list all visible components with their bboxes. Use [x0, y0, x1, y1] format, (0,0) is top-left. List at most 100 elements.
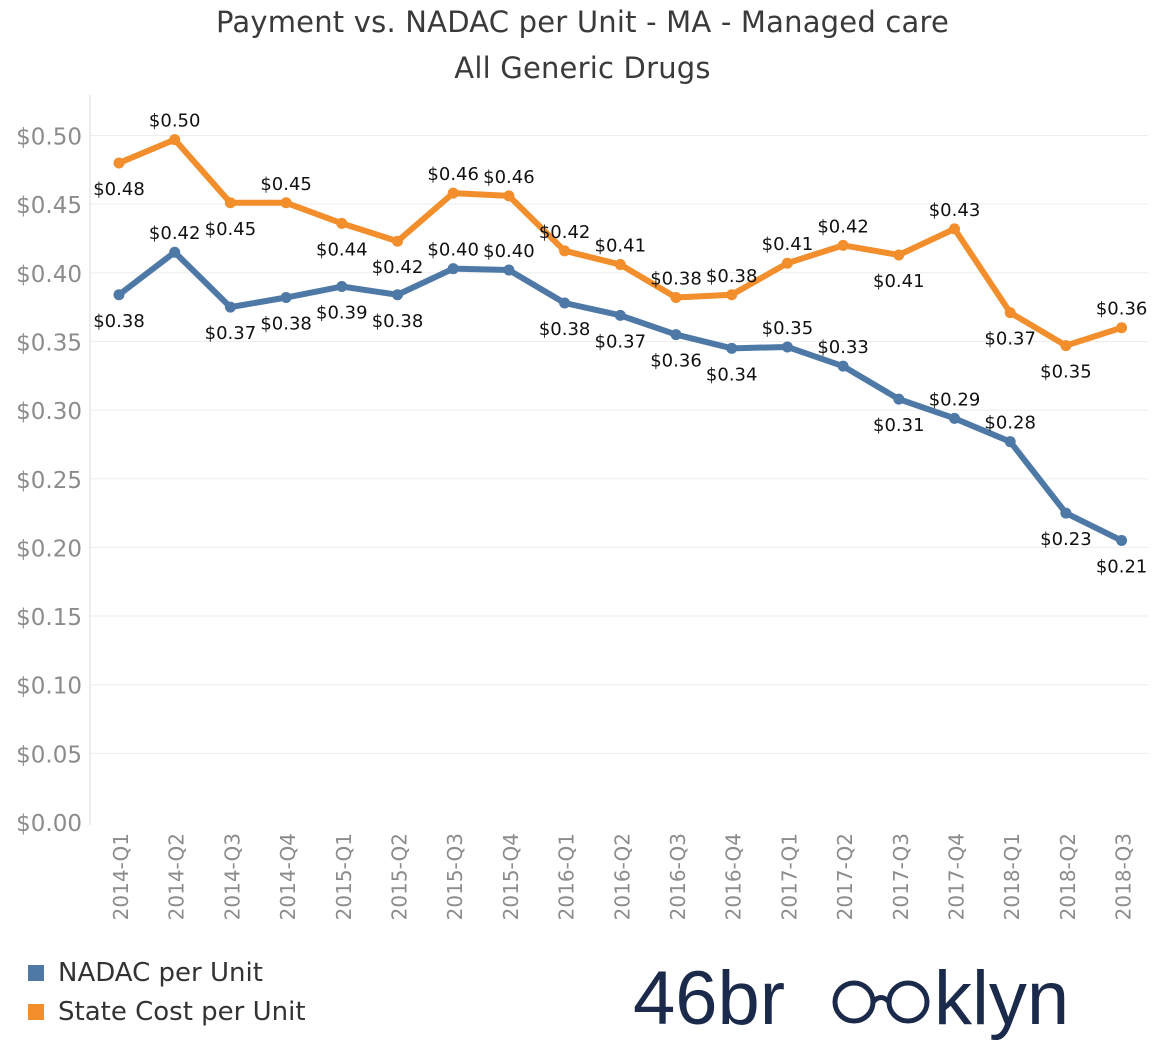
x-tick-label: 2016-Q4 [722, 833, 746, 920]
y-tick-label: $0.35 [16, 330, 82, 356]
data-point-nadac[interactable] [1004, 436, 1016, 448]
x-tick-label: 2015-Q1 [332, 833, 356, 920]
data-point-state-cost[interactable] [392, 235, 403, 247]
legend-label-nadac: NADAC per Unit [58, 957, 263, 988]
svg-text:46br: 46br [633, 960, 785, 1041]
data-label-nadac: $0.37 [205, 323, 257, 344]
data-point-nadac[interactable] [1060, 507, 1072, 519]
data-point-nadac[interactable] [1116, 535, 1128, 547]
data-label-state-cost: $0.48 [93, 179, 145, 200]
legend-item-state-cost[interactable]: State Cost per Unit [28, 992, 306, 1031]
gridlines [90, 135, 1148, 754]
data-point-state-cost[interactable] [336, 217, 348, 229]
x-tick-label: 2015-Q2 [388, 833, 412, 920]
x-tick-label: 2017-Q4 [945, 833, 969, 920]
data-label-nadac: $0.36 [650, 351, 702, 372]
x-tick-label: 2015-Q3 [443, 833, 467, 920]
data-label-nadac: $0.38 [93, 311, 145, 332]
x-tick-label: 2014-Q1 [109, 833, 133, 920]
data-label-state-cost: $0.42 [372, 257, 424, 278]
data-point-nadac[interactable] [447, 263, 459, 275]
data-point-state-cost[interactable] [949, 223, 960, 235]
data-label-state-cost: $0.46 [483, 167, 535, 188]
data-label-state-cost: $0.43 [929, 200, 981, 221]
data-point-state-cost[interactable] [224, 197, 236, 209]
x-tick-label: 2018-Q1 [1000, 833, 1024, 920]
y-tick-label: $0.30 [16, 399, 82, 425]
data-point-nadac[interactable] [726, 342, 738, 354]
data-label-state-cost: $0.42 [539, 222, 591, 243]
data-label-nadac: $0.38 [539, 319, 591, 340]
x-tick-label: 2014-Q2 [165, 833, 189, 920]
data-label-nadac: $0.42 [149, 223, 201, 244]
data-label-state-cost: $0.44 [316, 239, 368, 260]
data-point-nadac[interactable] [280, 292, 292, 304]
data-point-state-cost[interactable] [169, 134, 181, 146]
data-point-nadac[interactable] [670, 329, 682, 341]
data-point-state-cost[interactable] [614, 259, 626, 271]
data-point-nadac[interactable] [503, 264, 515, 276]
data-label-nadac: $0.38 [372, 311, 424, 332]
data-point-nadac[interactable] [837, 360, 849, 372]
y-tick-label: $0.25 [16, 468, 82, 494]
x-tick-label: 2014-Q3 [220, 833, 244, 920]
x-axis: 2014-Q1 2014-Q2 2014-Q3 2014-Q4 2015-Q1 2015-… [109, 833, 1136, 920]
data-point-nadac[interactable] [949, 412, 960, 424]
data-point-nadac[interactable] [169, 246, 181, 258]
data-point-nadac[interactable] [781, 341, 793, 353]
y-tick-label: $0.10 [16, 674, 82, 700]
data-label-nadac: $0.40 [427, 240, 479, 261]
data-label-state-cost: $0.46 [427, 164, 479, 185]
chart-subtitle: All Generic Drugs [454, 51, 711, 85]
data-point-state-cost[interactable] [1004, 307, 1016, 319]
data-point-nadac[interactable] [559, 297, 571, 309]
data-point-state-cost[interactable] [1116, 322, 1128, 334]
chart-title: Payment vs. NADAC per Unit - MA - Manage… [216, 5, 949, 39]
y-tick-label: $0.50 [16, 125, 82, 151]
data-point-state-cost[interactable] [280, 197, 292, 209]
legend-label-state-cost: State Cost per Unit [58, 996, 306, 1027]
data-point-state-cost[interactable] [447, 187, 459, 199]
data-point-state-cost[interactable] [1060, 340, 1072, 352]
x-tick-label: 2017-Q2 [833, 833, 857, 920]
data-labels: $0.48$0.50$0.45$0.45$0.44$0.42$0.46 $0.46… [93, 111, 1147, 578]
x-tick-label: 2018-Q3 [1112, 833, 1136, 920]
x-tick-label: 2018-Q2 [1056, 833, 1080, 920]
data-point-state-cost[interactable] [837, 239, 849, 251]
legend-item-nadac[interactable]: NADAC per Unit [28, 953, 306, 992]
data-point-state-cost[interactable] [503, 190, 515, 202]
data-label-state-cost: $0.42 [817, 216, 869, 237]
data-point-state-cost[interactable] [559, 245, 571, 257]
data-point-nadac[interactable] [113, 289, 125, 301]
data-label-nadac: $0.29 [929, 389, 981, 410]
data-label-nadac: $0.37 [595, 331, 647, 352]
y-tick-label: $0.05 [16, 742, 82, 768]
data-point-nadac[interactable] [614, 309, 626, 321]
data-label-state-cost: $0.45 [205, 219, 257, 240]
data-point-state-cost[interactable] [726, 289, 738, 301]
data-point-state-cost[interactable] [781, 257, 793, 269]
x-tick-label: 2016-Q3 [666, 833, 690, 920]
data-point-nadac[interactable] [336, 281, 348, 293]
data-label-state-cost: $0.41 [873, 271, 925, 292]
data-label-nadac: $0.23 [1040, 529, 1092, 550]
x-tick-label: 2016-Q2 [610, 833, 634, 920]
data-point-nadac[interactable] [224, 301, 236, 313]
x-tick-label: 2017-Q3 [889, 833, 913, 920]
data-point-nadac[interactable] [893, 393, 905, 405]
data-point-nadac[interactable] [392, 289, 403, 301]
line-chart: $0.00 $0.05 $0.10 $0.15 $0.20 $0.25 $0.30 $0.35… [16, 95, 1148, 920]
data-label-state-cost: $0.36 [1096, 299, 1148, 320]
legend: NADAC per Unit State Cost per Unit [28, 953, 306, 1031]
data-label-nadac: $0.40 [483, 241, 535, 262]
data-point-state-cost[interactable] [113, 157, 125, 169]
data-label-nadac: $0.31 [873, 415, 925, 436]
data-label-nadac: $0.38 [260, 314, 312, 335]
data-point-state-cost[interactable] [893, 249, 905, 261]
data-point-state-cost[interactable] [670, 292, 682, 304]
data-label-nadac: $0.21 [1096, 557, 1148, 578]
data-label-state-cost: $0.41 [762, 234, 814, 255]
legend-swatch-state-cost [28, 1003, 44, 1020]
x-tick-label: 2014-Q4 [276, 833, 300, 920]
data-label-state-cost: $0.50 [149, 111, 201, 132]
